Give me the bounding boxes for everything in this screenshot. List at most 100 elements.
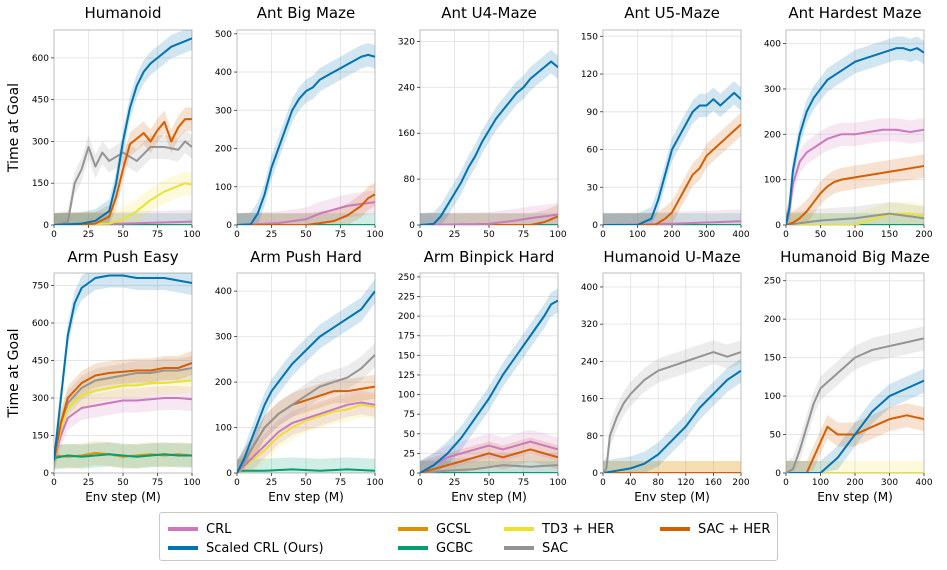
series-line [786,212,924,225]
y-tick-label: 400 [215,68,232,78]
series-line [54,397,192,461]
legend-swatch [168,546,198,550]
panel-3: 0 25 50 75 100 0 80 160 240 320 Ant U4-Maze [398,4,567,240]
x-tick-label: 75 [518,230,529,240]
series-line [54,362,192,461]
y-tick-label: 240 [581,357,598,367]
y-tick-label: 120 [581,70,598,80]
x-tick-label: 25 [83,478,94,488]
panel-7: 0 25 50 75 100 0 100 200 300 400 Arm Push Hard Env … [215,248,384,504]
x-tick-label: 50 [117,230,129,240]
series-group [786,326,924,473]
x-tick-label: 75 [335,478,346,488]
series-band [420,453,558,473]
x-tick-label: 0 [51,478,57,488]
y-tick-label: 450 [32,357,49,367]
y-tick-label: 200 [764,130,781,140]
y-tick-label: 320 [398,37,415,47]
x-tick-label: 150 [881,230,898,240]
x-tick-label: 100 [366,230,383,240]
panel-title: Ant U4-Maze [441,4,537,22]
series-group [420,288,558,473]
series-line [237,201,375,225]
series-group [420,49,558,225]
series-band [54,171,192,225]
series-band [786,118,924,225]
y-tick-label: 400 [215,287,232,297]
x-tick-label: 120 [677,478,694,488]
legend-label: TD3 + HER [542,521,615,537]
series-line [237,354,375,473]
x-tick-label: 100 [549,230,566,240]
series-line [603,369,741,473]
legend-item: SAC + HER [660,520,770,538]
series-line [237,193,375,225]
y-tick-label: 150 [32,179,49,189]
panel-title: Arm Push Easy [67,248,178,266]
legend-swatch [168,527,198,531]
series-band [786,201,924,225]
x-tick-label: 75 [335,230,346,240]
series-band [603,461,741,473]
y-tick-label: 125 [398,371,415,381]
series-line [54,367,192,461]
series-band [54,368,192,473]
series-band [420,288,558,473]
series-line [54,274,192,461]
x-tick-label: 0 [783,478,789,488]
series-line [237,401,375,473]
series-band [54,30,192,225]
y-tick-label: 160 [581,395,598,405]
y-tick-label: 300 [32,394,49,404]
y-axis-label: Time at Goal [6,328,22,418]
x-axis-label: Env step (M) [634,490,710,504]
y-tick-label: 100 [764,392,781,402]
x-tick-label: 0 [234,478,240,488]
panel-title: Ant U5-Maze [624,4,720,22]
series-group [237,43,375,225]
x-axis-label: Env step (M) [85,490,161,504]
series-line [786,128,924,225]
legend-item: CRL [168,520,231,538]
series-line [786,337,924,473]
series-group [54,30,192,225]
y-tick-label: 500 [215,30,232,40]
series-line [603,91,741,225]
x-tick-label: 75 [518,478,529,488]
series-band [237,279,375,473]
y-tick-label: 600 [32,54,49,64]
x-tick-label: 200 [732,478,749,488]
y-tick-label: 150 [398,351,415,361]
panel-10: 0 100 200 300 400 0 50 100 150 200 250 Humanoid Big… [764,248,933,504]
y-tick-label: 50 [770,431,782,441]
x-tick-label: 80 [652,478,664,488]
y-tick-label: 250 [764,277,781,287]
x-tick-label: 0 [417,478,423,488]
series-band [603,461,741,473]
x-tick-label: 50 [300,230,312,240]
series-group [603,340,741,473]
series-line [237,290,375,473]
series-band [603,209,741,225]
legend-item: Scaled CRL (Ours) [168,539,324,557]
series-line [54,37,192,225]
series-band [786,368,924,473]
y-tick-label: 150 [581,32,598,42]
x-tick-label: 0 [783,230,789,240]
y-tick-label: 250 [398,273,415,283]
x-tick-label: 50 [483,478,495,488]
x-tick-label: 0 [600,478,606,488]
y-tick-label: 30 [587,183,599,193]
y-tick-label: 0 [592,469,598,479]
series-line [420,448,558,473]
series-line [786,47,924,225]
series-band [786,403,924,473]
y-tick-label: 600 [32,319,49,329]
panel-title: Ant Hardest Maze [788,4,921,22]
series-band [237,43,375,225]
x-tick-label: 160 [705,478,722,488]
series-band [420,213,558,225]
y-tick-label: 175 [398,332,415,342]
legend-swatch [398,527,428,531]
series-band [237,374,375,473]
